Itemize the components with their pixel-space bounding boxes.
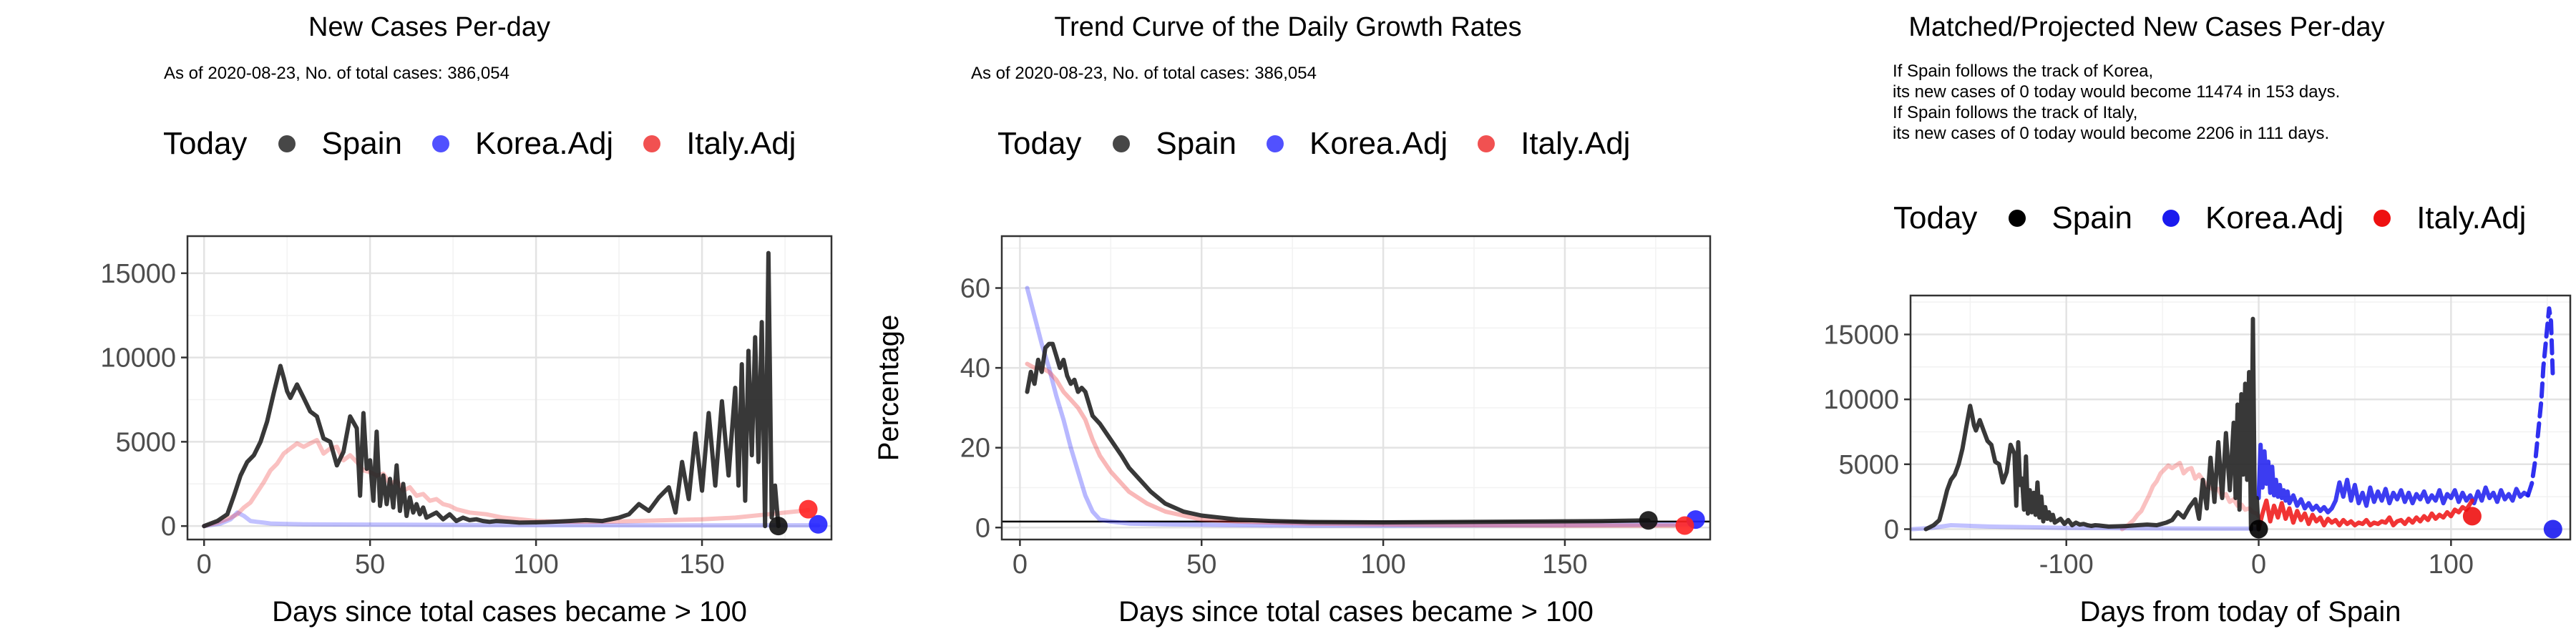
- legend-item-italy: Italy.Adj: [643, 126, 796, 162]
- subtitle-line: If Spain follows the track of Korea,: [1893, 62, 2154, 81]
- chart-title: Trend Curve of the Daily Growth Rates: [1054, 12, 1522, 42]
- today-point-italy-adj: [2462, 507, 2482, 526]
- y-tick-label: 15000: [1823, 320, 1899, 350]
- x-tick-label: 0: [197, 550, 212, 580]
- x-tick-label: 0: [1013, 550, 1028, 580]
- legend: Today Spain Korea.Adj Italy.Adj: [1893, 200, 2556, 236]
- legend-label: Korea.Adj: [2205, 200, 2344, 235]
- y-tick-label: 40: [960, 353, 990, 384]
- chart-svg: 0 50 100 150 0 20 40 60 Days since total cases b…: [873, 235, 1712, 628]
- series-line-korea-adj: [1025, 286, 1694, 528]
- chart-subtitle: As of 2020-08-23, No. of total cases: 38…: [164, 64, 509, 83]
- legend-dot: [278, 135, 296, 152]
- legend-label: Italy.Adj: [2416, 200, 2527, 235]
- x-tick-label: 100: [513, 550, 558, 580]
- today-point-spain: [2249, 519, 2268, 539]
- panel-new-cases: New Cases Per-day As of 2020-08-23, No. …: [0, 0, 859, 644]
- legend-label: Spain: [1156, 126, 1236, 161]
- y-tick-label: 0: [161, 512, 176, 542]
- legend-title: Today: [997, 126, 1082, 161]
- legend-title: Today: [163, 126, 248, 161]
- legend-item-korea: Korea.Adj: [431, 126, 614, 162]
- series-line-spain: [202, 250, 781, 529]
- legend-title: Today: [1893, 200, 1978, 235]
- legend-label: Spain: [321, 126, 402, 161]
- chart-title: New Cases Per-day: [308, 12, 550, 42]
- y-tick-label: 10000: [1823, 385, 1899, 415]
- legend-label: Korea.Adj: [474, 126, 614, 161]
- legend-dot: [2162, 210, 2180, 227]
- subtitle-line: its new cases of 0 today would become 22…: [1893, 124, 2330, 143]
- legend-item-korea: Korea.Adj: [2162, 200, 2343, 236]
- legend-label: Italy.Adj: [686, 126, 796, 161]
- series-line-korea-adj-matched: [1911, 523, 2261, 532]
- legend-item-spain: Spain: [278, 126, 402, 162]
- x-tick-label: 150: [1542, 550, 1587, 580]
- today-point-spain: [1639, 511, 1658, 530]
- series-line-korea-adj-projected-dashed: [2525, 306, 2555, 498]
- legend-dot: [2009, 210, 2026, 227]
- chart-svg: 0 50 100 150 0 5000 10000 15000 Days since total…: [100, 235, 833, 628]
- legend-label: Italy.Adj: [1521, 126, 1631, 161]
- legend-dot: [431, 135, 449, 152]
- series-line-korea-adj: [202, 510, 821, 529]
- legend: Today Spain Korea.Adj Italy.Adj: [163, 126, 826, 162]
- series-line-spain: [1923, 316, 2261, 532]
- legend-dot: [1113, 135, 1131, 152]
- today-point-spain: [769, 517, 788, 536]
- chart-subtitle: If Spain follows the track of Korea, its…: [1893, 61, 2340, 144]
- subtitle-line: If Spain follows the track of Italy,: [1893, 103, 2138, 122]
- y-tick-label: 60: [960, 274, 990, 304]
- legend-item-italy: Italy.Adj: [2373, 200, 2526, 236]
- legend-item-spain: Spain: [2009, 200, 2132, 236]
- legend: Today Spain Korea.Adj Italy.Adj: [997, 126, 1660, 162]
- series-line-spain: [1025, 341, 1651, 525]
- legend-item-italy: Italy.Adj: [1478, 126, 1630, 162]
- x-tick-label: 100: [1360, 550, 1405, 580]
- x-tick-label: 150: [679, 550, 724, 580]
- legend-label: Spain: [2051, 200, 2132, 235]
- x-tick-label: 100: [2429, 550, 2474, 580]
- x-axis-label: Days from today of Spain: [2079, 596, 2401, 628]
- panel-projected: Matched/Projected New Cases Per-day If S…: [1717, 0, 2576, 644]
- grid: [1002, 236, 1710, 540]
- today-point-korea-adj: [809, 514, 828, 534]
- legend-dot: [643, 135, 661, 152]
- y-tick-label: 0: [1884, 514, 1899, 545]
- series-line-korea-adj-projected: [2256, 442, 2530, 514]
- series-line-italy-adj-projected: [2256, 498, 2474, 532]
- y-tick-label: 10000: [100, 343, 176, 374]
- chart-subtitle: As of 2020-08-23, No. of total cases: 38…: [971, 64, 1317, 83]
- x-tick-label: 50: [355, 550, 385, 580]
- legend-dot: [2373, 210, 2391, 227]
- x-tick-label: 50: [1186, 550, 1216, 580]
- y-tick-label: 5000: [1838, 450, 1899, 480]
- y-tick-label: 20: [960, 434, 990, 464]
- x-tick-label: -100: [2039, 550, 2094, 580]
- today-point-italy-adj: [1675, 516, 1694, 535]
- y-tick-label: 5000: [115, 427, 176, 457]
- panel-growth-rates: Trend Curve of the Daily Growth Rates As…: [859, 0, 1717, 644]
- legend-label: Korea.Adj: [1309, 126, 1448, 161]
- subtitle-line: its new cases of 0 today would become 11…: [1893, 82, 2341, 102]
- x-axis-label: Days since total cases became > 100: [1118, 596, 1594, 628]
- legend-item-korea: Korea.Adj: [1266, 126, 1448, 162]
- y-tick-label: 0: [975, 513, 990, 543]
- x-axis-label: Days since total cases became > 100: [272, 596, 747, 628]
- legend-dot: [1266, 135, 1284, 152]
- today-point-italy-adj: [799, 499, 818, 519]
- plot-area: [1002, 236, 1710, 540]
- legend-dot: [1478, 135, 1496, 152]
- legend-item-spain: Spain: [1113, 126, 1236, 162]
- chart-svg: -100 0 100 0 5000 10000 15000 Days from today o…: [1823, 294, 2572, 628]
- plot-border: [1909, 294, 2572, 541]
- chart-title: Matched/Projected New Cases Per-day: [1908, 12, 2385, 42]
- plot-border: [1000, 235, 1712, 541]
- grid: [1911, 296, 2570, 540]
- y-tick-label: 15000: [100, 259, 176, 289]
- x-tick-label: 0: [2251, 550, 2266, 580]
- y-axis-label: Percentage: [873, 315, 904, 462]
- plot-border: [186, 235, 833, 541]
- today-point-korea-adj: [2543, 519, 2562, 539]
